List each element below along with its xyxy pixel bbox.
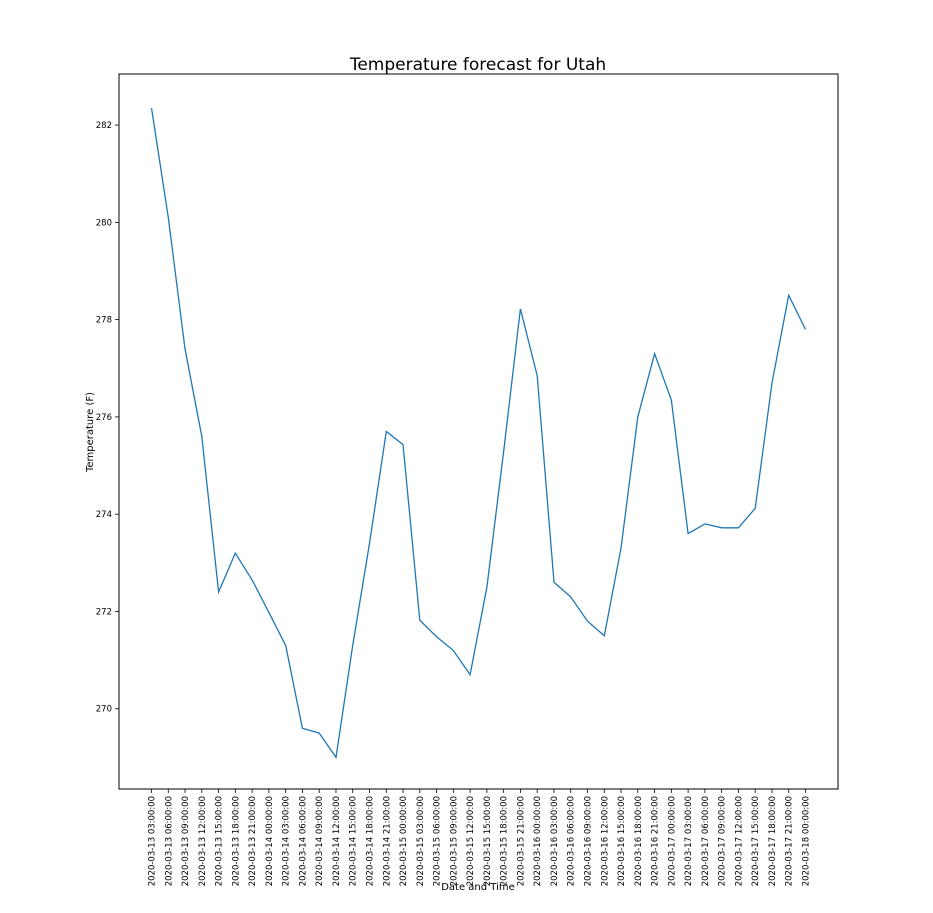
x-tick-label: 2020-03-15 15:00:00 bbox=[483, 796, 493, 886]
y-tick-label: 272 bbox=[96, 607, 112, 617]
x-tick-label: 2020-03-16 12:00:00 bbox=[600, 796, 610, 886]
x-tick-label: 2020-03-13 15:00:00 bbox=[215, 796, 225, 886]
x-tick-label: 2020-03-13 06:00:00 bbox=[164, 796, 174, 886]
x-tick-label: 2020-03-13 18:00:00 bbox=[231, 796, 241, 886]
x-axis-label: Date and Time bbox=[441, 882, 515, 893]
x-tick-label: 2020-03-15 21:00:00 bbox=[516, 796, 526, 886]
x-tick-label: 2020-03-14 06:00:00 bbox=[298, 796, 308, 886]
x-tick-label: 2020-03-15 06:00:00 bbox=[433, 796, 443, 886]
x-tick-label: 2020-03-14 00:00:00 bbox=[265, 796, 275, 886]
x-tick-label: 2020-03-16 00:00:00 bbox=[533, 796, 543, 886]
x-tick-label: 2020-03-15 18:00:00 bbox=[500, 796, 510, 886]
x-tick-label: 2020-03-18 00:00:00 bbox=[802, 796, 812, 886]
x-tick-label: 2020-03-17 12:00:00 bbox=[734, 796, 744, 886]
y-tick-label: 282 bbox=[96, 121, 112, 131]
chart-title: Temperature forecast for Utah bbox=[349, 55, 606, 75]
x-tick-label: 2020-03-13 09:00:00 bbox=[181, 796, 191, 886]
y-axis: 270 272 274 276 278 280 282 bbox=[96, 121, 119, 715]
x-tick-label: 2020-03-17 03:00:00 bbox=[684, 796, 694, 886]
x-tick-label: 2020-03-14 18:00:00 bbox=[366, 796, 376, 886]
x-tick-label: 2020-03-16 21:00:00 bbox=[651, 796, 661, 886]
x-tick-label: 2020-03-17 15:00:00 bbox=[751, 796, 761, 886]
x-tick-label: 2020-03-15 12:00:00 bbox=[466, 796, 476, 886]
y-tick-label: 278 bbox=[96, 316, 112, 326]
x-tick-label: 2020-03-17 18:00:00 bbox=[768, 796, 778, 886]
x-axis: 2020-03-13 03:00:00 2020-03-13 06:00:00 20… bbox=[148, 789, 812, 886]
x-tick-label: 2020-03-17 00:00:00 bbox=[667, 796, 677, 886]
x-tick-label: 2020-03-15 00:00:00 bbox=[399, 796, 409, 886]
x-tick-label: 2020-03-17 21:00:00 bbox=[785, 796, 795, 886]
x-tick-label: 2020-03-16 09:00:00 bbox=[584, 796, 594, 886]
x-tick-label: 2020-03-14 12:00:00 bbox=[332, 796, 342, 886]
y-tick-label: 280 bbox=[96, 218, 112, 228]
temperature-series-line bbox=[150, 107, 807, 760]
x-tick-label: 2020-03-14 21:00:00 bbox=[382, 796, 392, 886]
y-axis-label: Temperature (F) bbox=[85, 392, 96, 473]
x-tick-label: 2020-03-13 21:00:00 bbox=[248, 796, 258, 886]
y-tick-label: 274 bbox=[96, 510, 112, 520]
x-tick-label: 2020-03-13 03:00:00 bbox=[148, 796, 158, 886]
x-tick-label: 2020-03-16 06:00:00 bbox=[567, 796, 577, 886]
x-tick-label: 2020-03-14 09:00:00 bbox=[315, 796, 325, 886]
x-tick-label: 2020-03-17 06:00:00 bbox=[701, 796, 711, 886]
x-tick-label: 2020-03-14 03:00:00 bbox=[282, 796, 292, 886]
x-tick-label: 2020-03-13 12:00:00 bbox=[198, 796, 208, 886]
x-tick-label: 2020-03-15 09:00:00 bbox=[449, 796, 459, 886]
plot-frame bbox=[118, 73, 839, 790]
y-tick-label: 276 bbox=[96, 413, 112, 423]
x-tick-label: 2020-03-16 15:00:00 bbox=[617, 796, 627, 886]
x-tick-label: 2020-03-16 03:00:00 bbox=[550, 796, 560, 886]
x-tick-label: 2020-03-16 18:00:00 bbox=[634, 796, 644, 886]
x-tick-label: 2020-03-15 03:00:00 bbox=[416, 796, 426, 886]
x-tick-label: 2020-03-17 09:00:00 bbox=[718, 796, 728, 886]
y-tick-label: 270 bbox=[96, 705, 112, 715]
x-tick-label: 2020-03-14 15:00:00 bbox=[349, 796, 359, 886]
